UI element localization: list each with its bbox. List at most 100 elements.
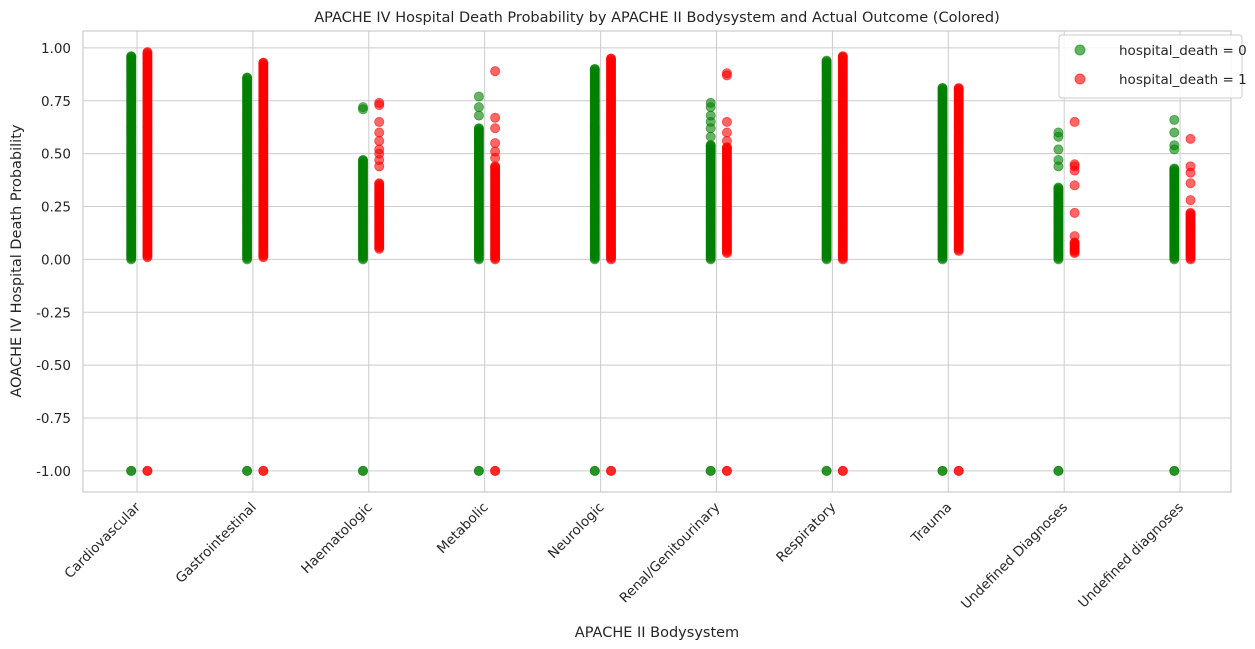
data-point bbox=[358, 102, 369, 113]
x-tick-label: Renal/Genitourinary bbox=[617, 500, 724, 607]
series-1-points bbox=[142, 47, 1196, 476]
data-point bbox=[490, 123, 501, 134]
legend-label-died: hospital_death = 1 bbox=[1119, 72, 1247, 88]
data-point bbox=[258, 465, 269, 476]
data-point bbox=[937, 465, 948, 476]
data-point bbox=[473, 91, 484, 102]
data-point bbox=[374, 116, 385, 127]
data-point bbox=[606, 465, 617, 476]
data-point bbox=[721, 127, 732, 138]
data-point bbox=[1169, 163, 1180, 174]
x-tick-label: Respiratory bbox=[773, 500, 839, 566]
data-point bbox=[142, 47, 153, 58]
data-point bbox=[1069, 207, 1080, 218]
data-point bbox=[473, 465, 484, 476]
data-point bbox=[721, 116, 732, 127]
x-tick-label: Trauma bbox=[908, 500, 955, 547]
data-point bbox=[473, 123, 484, 134]
data-point bbox=[721, 135, 732, 146]
y-tick-label: -0.25 bbox=[36, 305, 71, 321]
data-point bbox=[126, 51, 137, 62]
data-point bbox=[473, 102, 484, 113]
plot-frame bbox=[82, 30, 1232, 493]
data-point bbox=[490, 66, 501, 77]
x-tick-label: Cardiovascular bbox=[61, 499, 144, 582]
y-tick-labels: -1.00 -0.75 -0.50 -0.25 0.00 0.25 0.50 0.75 1.00 bbox=[36, 41, 71, 480]
x-tick-label: Neurologic bbox=[545, 500, 607, 562]
data-point bbox=[374, 97, 385, 108]
y-tick-label: 0.75 bbox=[41, 94, 71, 110]
data-point bbox=[837, 465, 848, 476]
data-point bbox=[837, 51, 848, 62]
data-point bbox=[490, 112, 501, 123]
data-point bbox=[258, 57, 269, 68]
data-point bbox=[126, 465, 137, 476]
x-tick-label: Metabolic bbox=[434, 500, 491, 557]
data-point bbox=[1169, 127, 1180, 138]
data-point bbox=[1053, 154, 1064, 165]
data-point bbox=[705, 140, 716, 151]
data-point bbox=[1185, 178, 1196, 189]
data-point bbox=[705, 465, 716, 476]
chart-title: APACHE IV Hospital Death Probability by … bbox=[314, 10, 1000, 26]
x-tick-label: Undefined Diagnoses bbox=[958, 500, 1071, 613]
data-point bbox=[142, 465, 153, 476]
data-point bbox=[1069, 159, 1080, 170]
data-point bbox=[1053, 144, 1064, 155]
data-point bbox=[374, 127, 385, 138]
legend-label-survived: hospital_death = 0 bbox=[1119, 43, 1247, 59]
y-tick-label: 0.50 bbox=[41, 147, 71, 163]
data-point bbox=[705, 97, 716, 108]
data-point bbox=[374, 144, 385, 155]
data-point bbox=[953, 83, 964, 94]
y-tick-label: -1.00 bbox=[36, 464, 71, 480]
data-point bbox=[589, 465, 600, 476]
data-point bbox=[473, 110, 484, 121]
grid-lines bbox=[83, 31, 1231, 492]
data-point bbox=[606, 53, 617, 64]
data-point bbox=[1185, 207, 1196, 218]
data-points bbox=[126, 47, 1196, 476]
y-axis-label: AOACHE IV Hospital Death Probability bbox=[9, 124, 25, 397]
legend-marker-survived bbox=[1074, 44, 1086, 56]
y-tick-label: 0.25 bbox=[41, 200, 71, 216]
data-point bbox=[1185, 195, 1196, 206]
y-tick-label: -0.75 bbox=[36, 411, 71, 427]
data-point bbox=[1185, 161, 1196, 172]
x-tick-label: Gastrointestinal bbox=[173, 500, 260, 587]
legend-marker-died bbox=[1074, 73, 1086, 85]
x-tick-label: Undefined diagnoses bbox=[1075, 500, 1187, 612]
data-point bbox=[358, 154, 369, 165]
data-point bbox=[242, 72, 253, 83]
data-point bbox=[1169, 465, 1180, 476]
data-point bbox=[721, 465, 732, 476]
data-point bbox=[1053, 182, 1064, 193]
data-point bbox=[1069, 231, 1080, 242]
data-point bbox=[1053, 465, 1064, 476]
y-tick-label: 1.00 bbox=[41, 41, 71, 57]
legend: hospital_death = 0 hospital_death = 1 bbox=[1058, 34, 1247, 99]
data-point bbox=[358, 465, 369, 476]
x-tick-label: Haematologic bbox=[298, 500, 375, 577]
data-point bbox=[821, 465, 832, 476]
x-tick-labels: Cardiovascular Gastrointestinal Haematolog… bbox=[61, 499, 1186, 612]
data-point bbox=[953, 465, 964, 476]
data-point bbox=[490, 465, 501, 476]
data-point bbox=[1169, 140, 1180, 151]
data-point bbox=[242, 465, 253, 476]
data-point bbox=[937, 83, 948, 94]
data-point bbox=[721, 68, 732, 79]
data-point bbox=[1053, 127, 1064, 138]
data-point bbox=[490, 138, 501, 149]
data-point bbox=[490, 146, 501, 157]
y-tick-label: 0.00 bbox=[41, 252, 71, 268]
data-point bbox=[490, 161, 501, 172]
legend-box bbox=[1058, 34, 1243, 99]
data-point bbox=[1169, 114, 1180, 125]
data-point bbox=[374, 178, 385, 189]
x-axis-label: APACHE II Bodysystem bbox=[575, 625, 739, 641]
data-point bbox=[1185, 133, 1196, 144]
data-point bbox=[1069, 116, 1080, 127]
data-point bbox=[705, 110, 716, 121]
y-tick-label: -0.50 bbox=[36, 358, 71, 374]
